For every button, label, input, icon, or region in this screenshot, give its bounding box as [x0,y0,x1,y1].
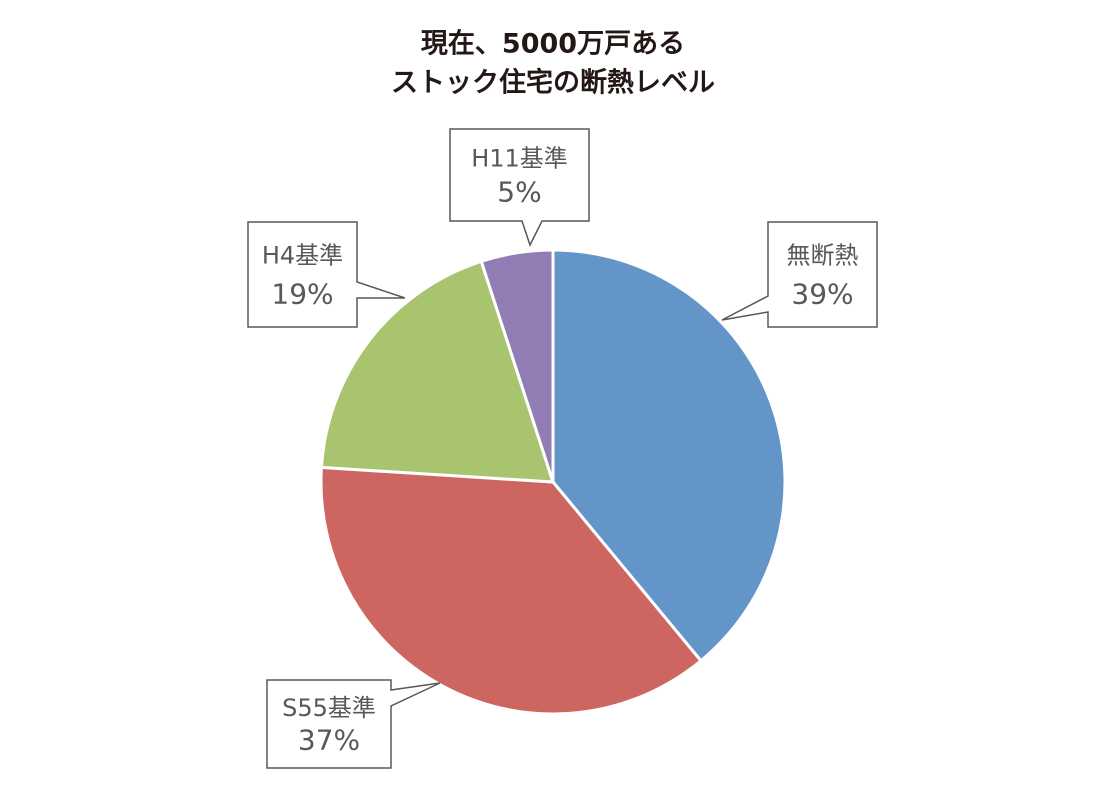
value-label: 19% [271,278,333,311]
pie-slice [551,248,787,663]
callout-box [247,221,406,328]
slice-label: H4基準 [262,242,343,270]
value-label: 37% [298,724,360,757]
callout-box [449,128,590,247]
callout-box [721,221,878,328]
callout-box [266,679,441,769]
pie-slice [319,465,703,716]
chart-title: 現在、5000万戸ある [421,29,685,60]
pie-slice [479,248,555,484]
value-label: 5% [497,175,541,208]
chart-title: ストック住宅の断熱レベル [391,67,715,99]
slice-label: 無断熱 [787,242,859,270]
slice-label: H11基準 [471,144,568,172]
pie-slice [319,259,555,484]
slice-label: S55基準 [282,694,376,722]
value-label: 39% [791,278,853,311]
